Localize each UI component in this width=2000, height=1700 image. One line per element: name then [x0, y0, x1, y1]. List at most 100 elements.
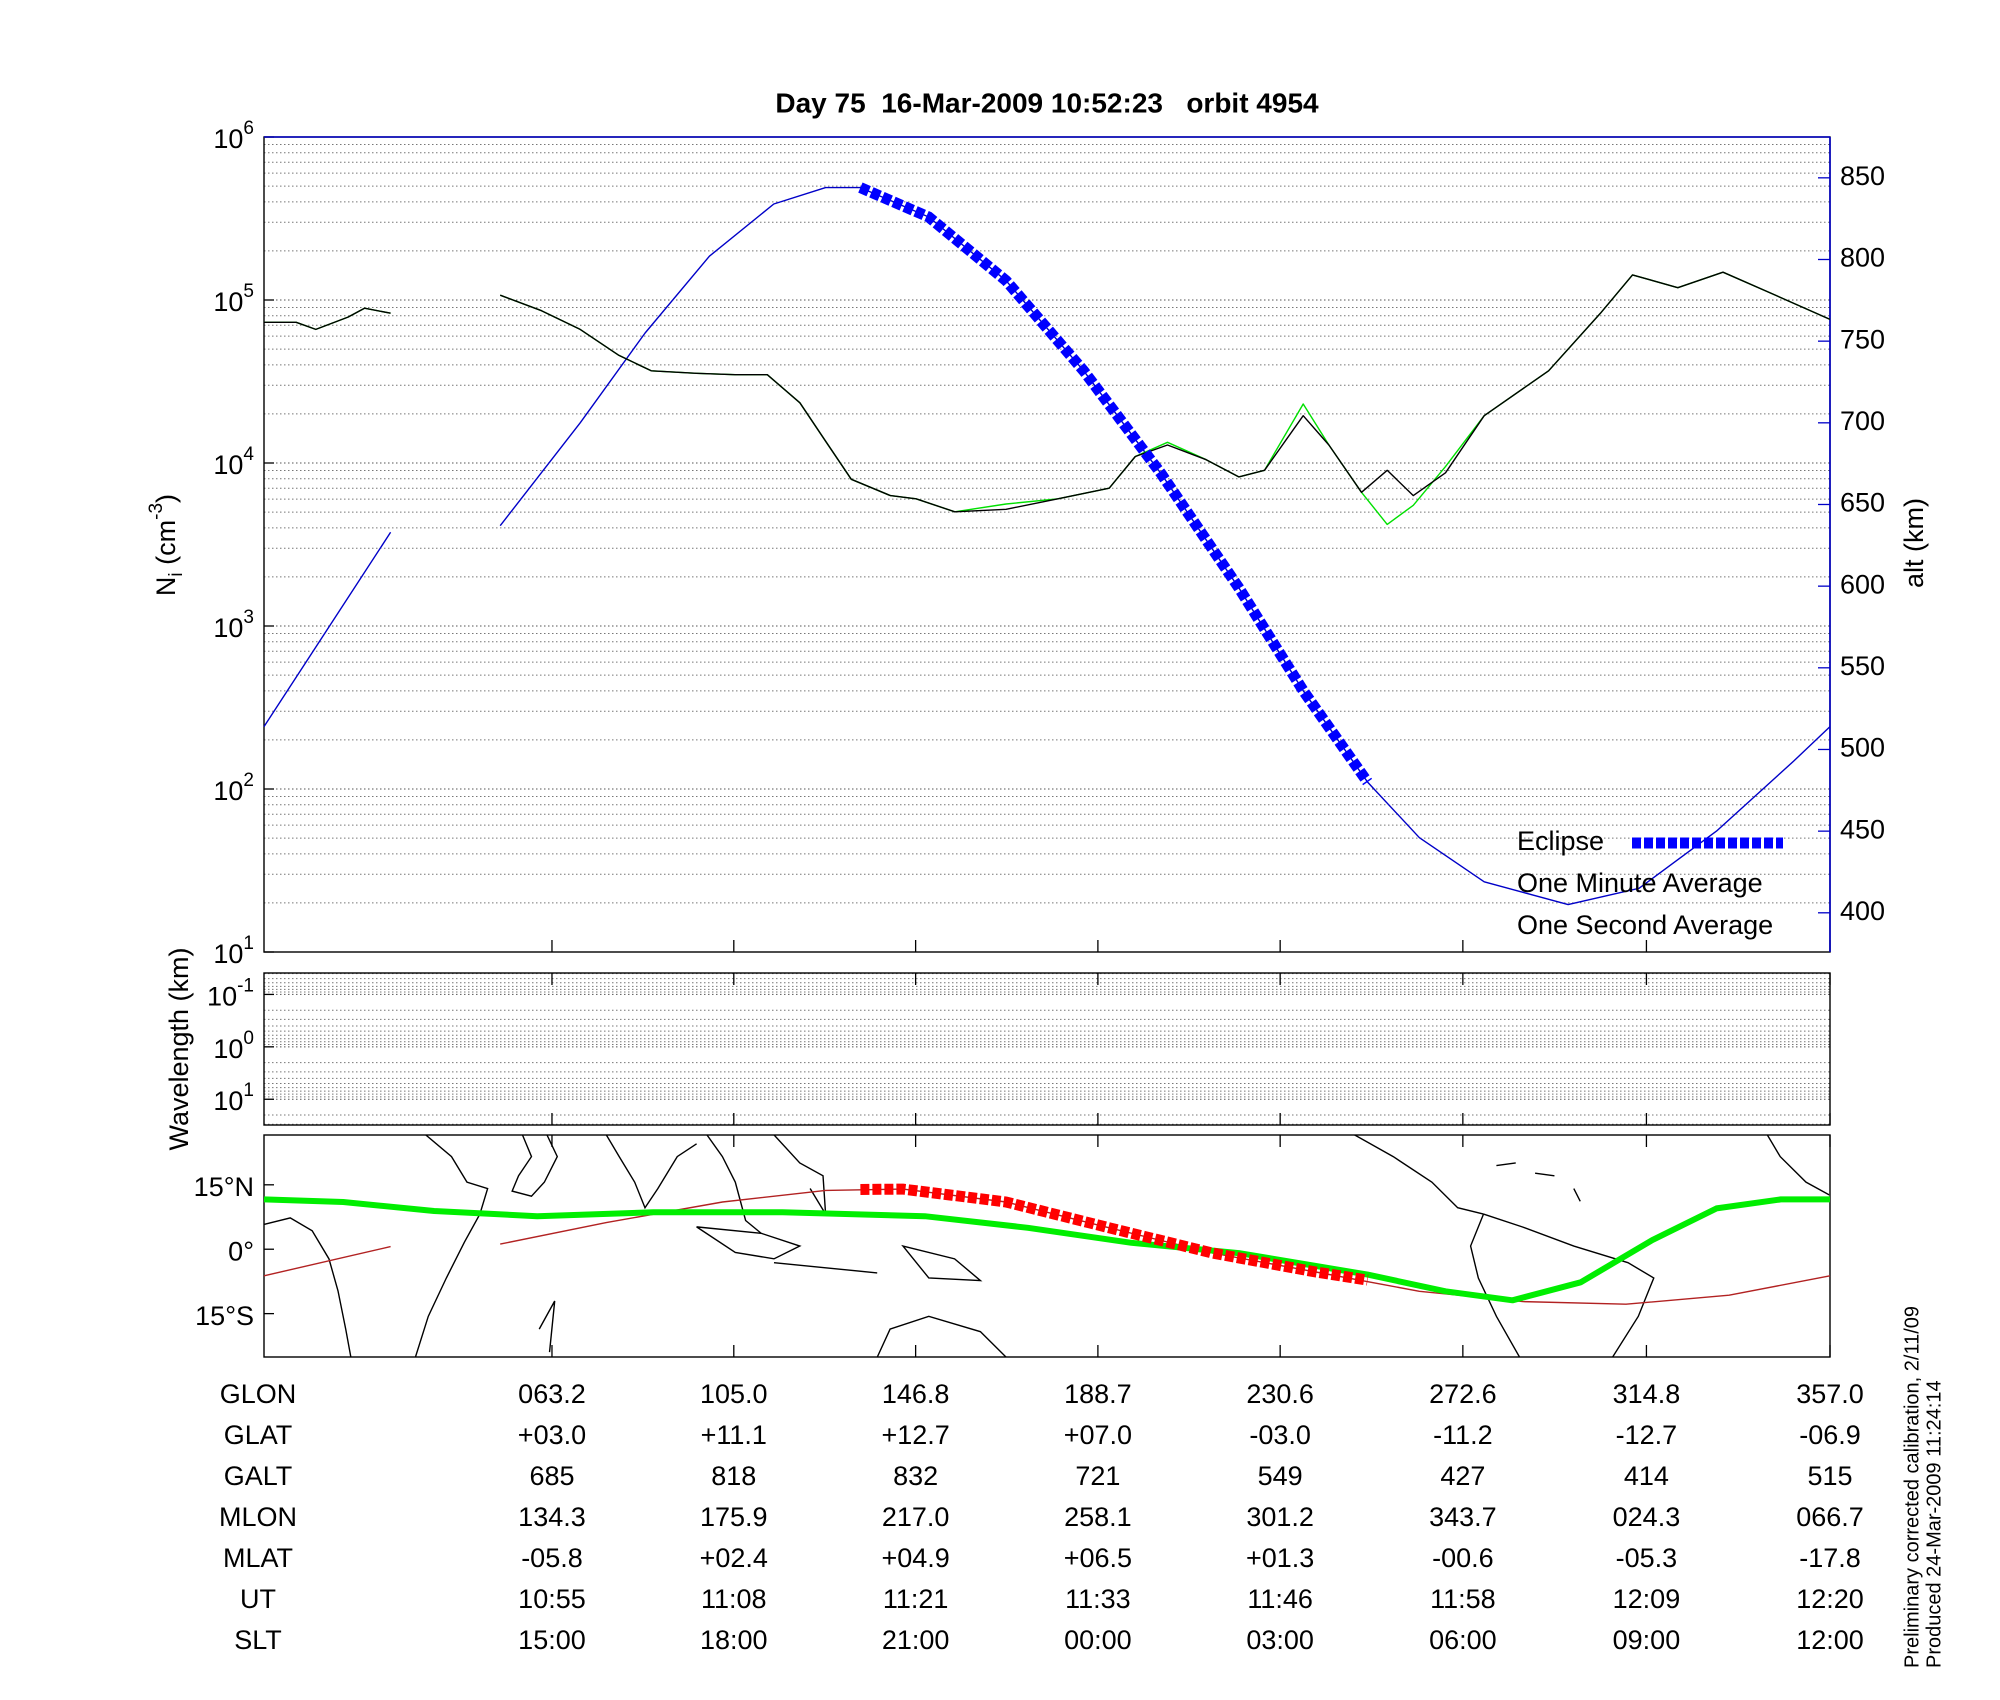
x-tick-label: 188.7 — [1064, 1379, 1132, 1409]
y-tick-label: 0° — [228, 1236, 254, 1266]
y-tick-label: 106 — [213, 118, 254, 154]
label-subscript: i — [166, 572, 187, 576]
table-cell: 12:09 — [1613, 1584, 1681, 1614]
table-cell: 066.7 — [1796, 1502, 1864, 1532]
table-cell: 12:00 — [1796, 1625, 1864, 1655]
y-axis-label: Ni (cm-3) — [146, 494, 187, 596]
y2-tick-label: 600 — [1840, 569, 1885, 599]
x-tick-label: 146.8 — [882, 1379, 950, 1409]
tick-base: 10 — [207, 982, 237, 1012]
table-cell: +01.3 — [1246, 1543, 1314, 1573]
y2-tick-label: 500 — [1840, 733, 1885, 763]
tick-exponent: 1 — [243, 933, 254, 954]
coastlines — [264, 1135, 1829, 1357]
table-cell: -05.8 — [521, 1543, 583, 1573]
table-cell: 721 — [1075, 1461, 1120, 1491]
table-cell: -03.0 — [1249, 1420, 1311, 1450]
table-cell: 685 — [529, 1461, 574, 1491]
table-cell: 515 — [1807, 1461, 1852, 1491]
table-cell: +07.0 — [1064, 1420, 1132, 1450]
x-tick-label: 314.8 — [1613, 1379, 1681, 1409]
y-tick-label: 101 — [213, 1080, 254, 1116]
tick-exponent: 0 — [243, 1028, 254, 1049]
coastline — [877, 1316, 1006, 1357]
series-line — [264, 271, 1831, 513]
legend-label: Eclipse — [1517, 826, 1604, 856]
plot-frame — [263, 1134, 1831, 1358]
table-row-name: GALT — [224, 1461, 293, 1491]
y-tick-label: 15°S — [195, 1301, 254, 1331]
coastline — [707, 1135, 761, 1233]
tick-base: 10 — [213, 1034, 243, 1064]
tick-exponent: 6 — [243, 118, 254, 139]
coastline — [1355, 1135, 1484, 1214]
y-tick-label: 103 — [213, 607, 254, 643]
y-tick-label: 105 — [213, 281, 254, 317]
y-tick-label: 10-1 — [207, 975, 254, 1011]
coastline — [539, 1301, 554, 1352]
y2-tick-label: 800 — [1840, 243, 1885, 273]
table-row-name: SLT — [234, 1625, 282, 1655]
tick-base: 10 — [213, 124, 243, 154]
table-cell: 175.9 — [700, 1502, 768, 1532]
table-cell: 11:33 — [1065, 1584, 1131, 1614]
table-row-name: MLAT — [223, 1543, 293, 1573]
y-tick-label: 102 — [213, 770, 254, 806]
label-part: ) — [151, 494, 181, 503]
table-cell: 12:20 — [1796, 1584, 1864, 1614]
table-cell: 21:00 — [882, 1625, 950, 1655]
tick-base: 10 — [213, 613, 243, 643]
label-part: (cm — [151, 520, 181, 572]
table-cell: 09:00 — [1613, 1625, 1681, 1655]
coastline — [903, 1246, 980, 1281]
table-cell: -12.7 — [1616, 1420, 1678, 1450]
y-tick-label: 104 — [213, 444, 254, 480]
y-axis-label: Wavelength (km) — [164, 947, 194, 1150]
footnote: Produced 24-Mar-2009 11:24:14 — [1923, 1380, 1945, 1668]
footnote: Preliminary corrected calibration, 2/11/… — [1901, 1306, 1923, 1668]
table-cell: 11:46 — [1247, 1584, 1313, 1614]
table-cell: +03.0 — [518, 1420, 586, 1450]
tick-exponent: 4 — [243, 444, 254, 465]
table-cell: 03:00 — [1246, 1625, 1314, 1655]
y2-tick-label: 850 — [1840, 161, 1885, 191]
coastline — [512, 1135, 557, 1196]
table-cell: 06:00 — [1429, 1625, 1497, 1655]
table-row-name: GLON — [220, 1379, 297, 1409]
table-cell: 818 — [711, 1461, 756, 1491]
y2-tick-label: 650 — [1840, 488, 1885, 518]
tick-exponent: -1 — [237, 975, 254, 996]
table-cell: 134.3 — [518, 1502, 586, 1532]
table-cell: 414 — [1624, 1461, 1669, 1491]
table-cell: 217.0 — [882, 1502, 950, 1532]
coastline — [1471, 1214, 1520, 1357]
table-cell: 11:21 — [883, 1584, 949, 1614]
label-part: N — [151, 577, 181, 597]
label-superscript: -3 — [146, 503, 167, 520]
table-cell: -00.6 — [1432, 1543, 1494, 1573]
tick-exponent: 1 — [243, 1080, 254, 1101]
y2-tick-label: 750 — [1840, 324, 1885, 354]
y2-axis-label: alt (km) — [1899, 498, 1929, 588]
x-tick-label: 272.6 — [1429, 1379, 1497, 1409]
table-cell: 427 — [1440, 1461, 1485, 1491]
tick-base: 10 — [213, 776, 243, 806]
coastline — [606, 1135, 696, 1208]
table-cell: 024.3 — [1613, 1502, 1681, 1532]
table-cell: +04.9 — [881, 1543, 949, 1573]
table-cell: 15:00 — [518, 1625, 586, 1655]
y2-tick-label: 700 — [1840, 406, 1885, 436]
table-cell: 832 — [893, 1461, 938, 1491]
table-cell: 18:00 — [700, 1625, 768, 1655]
coastline — [697, 1227, 800, 1259]
table-cell: 11:58 — [1430, 1584, 1496, 1614]
table-cell: +12.7 — [881, 1420, 949, 1450]
chart-title: Day 75 16-Mar-2009 10:52:23 orbit 4954 — [775, 87, 1319, 118]
coastline — [1767, 1135, 1829, 1195]
table-cell: 549 — [1258, 1461, 1303, 1491]
x-tick-label: 357.0 — [1796, 1379, 1864, 1409]
x-tick-label: 105.0 — [700, 1379, 768, 1409]
